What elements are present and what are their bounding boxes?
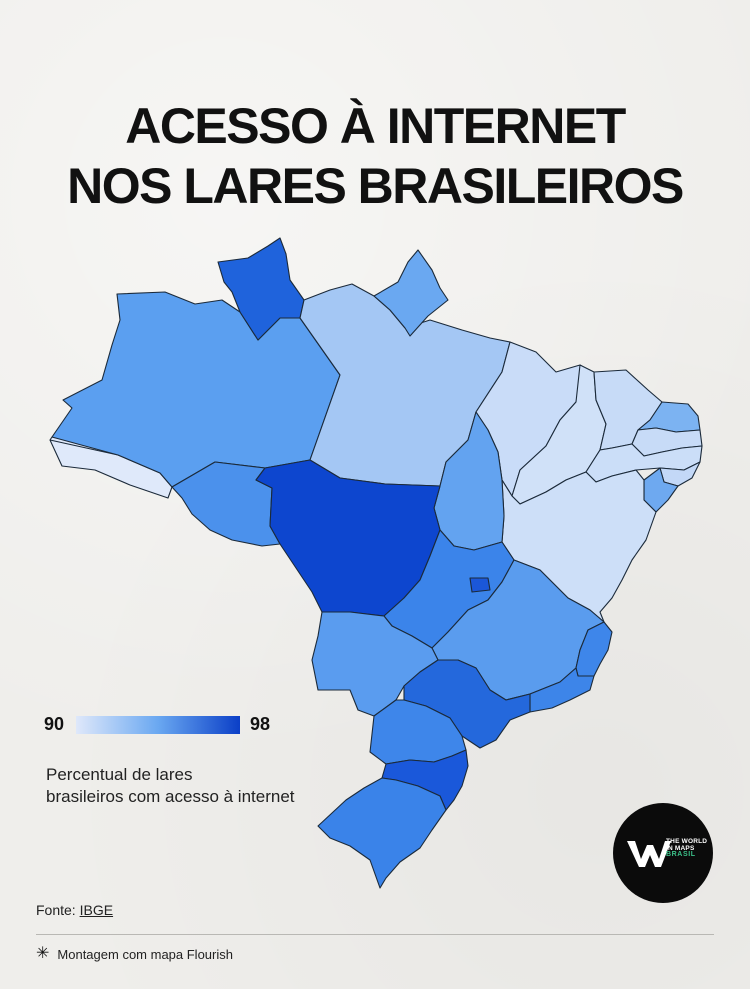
title-line-2: NOS LARES BRASILEIROS bbox=[67, 158, 684, 214]
title-line-1: ACESSO À INTERNET bbox=[125, 98, 626, 154]
logo-line-2: IN MAPS bbox=[666, 844, 695, 852]
state-ap bbox=[373, 249, 449, 337]
map-title: ACESSO À INTERNET NOS LARES BRASILEIROS bbox=[0, 96, 750, 216]
footer-credit: ✳ Montagem com mapa Flourish bbox=[36, 946, 233, 962]
legend-caption-line-2: brasileiros com acesso à internet bbox=[46, 787, 295, 806]
state-df bbox=[469, 577, 491, 593]
logo-line-3: BRASIL bbox=[666, 851, 696, 859]
asterisk-icon: ✳ bbox=[36, 945, 50, 962]
logo-line-1: THE WORLD bbox=[666, 838, 708, 845]
source-link[interactable]: IBGE bbox=[79, 902, 114, 918]
legend-min-value: 90 bbox=[44, 714, 65, 734]
logo-mark-icon bbox=[627, 841, 671, 867]
state-ms bbox=[311, 611, 439, 717]
legend-gradient-bar bbox=[76, 716, 240, 734]
logo-wordmark: THE WORLD IN MAPS BRASIL bbox=[666, 838, 708, 859]
legend-color-scale bbox=[76, 716, 240, 734]
legend-caption-line-1: Percentual de lares bbox=[46, 765, 193, 784]
footer-text: Montagem com mapa Flourish bbox=[57, 946, 233, 962]
footer-divider bbox=[36, 934, 714, 935]
legend-caption: Percentual de lares brasileiros com aces… bbox=[46, 764, 376, 808]
state-rs bbox=[317, 777, 447, 889]
state-sp bbox=[403, 659, 531, 749]
source-label: Fonte: bbox=[36, 902, 80, 918]
legend-max-value: 98 bbox=[250, 714, 271, 734]
world-in-maps-logo: THE WORLD IN MAPS BRASIL bbox=[613, 803, 713, 903]
source-credit: Fonte: IBGE bbox=[36, 902, 113, 918]
state-es bbox=[575, 621, 613, 677]
